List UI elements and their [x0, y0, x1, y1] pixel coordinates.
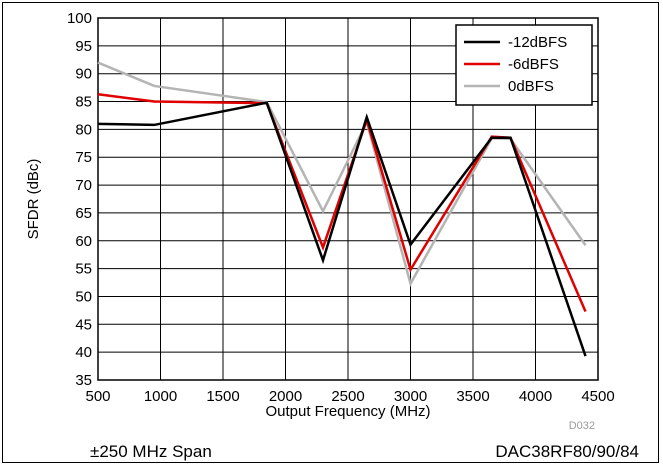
y-tick-label: 70: [75, 177, 92, 194]
y-tick-label: 65: [75, 205, 92, 222]
y-tick-label: 80: [75, 121, 92, 138]
x-tick-label: 1000: [144, 388, 177, 405]
y-tick-label: 40: [75, 344, 92, 361]
y-tick-label: 75: [75, 149, 92, 166]
plot-area: [97, 17, 599, 381]
legend-label: 0dBFS: [508, 78, 554, 95]
legend-label: -12dBFS: [508, 34, 567, 51]
y-tick-label: 90: [75, 66, 92, 83]
x-tick-label: 1500: [206, 388, 239, 405]
figure-frame: [2, 2, 659, 463]
y-tick-label: 55: [75, 261, 92, 278]
x-tick-label: 4000: [519, 388, 552, 405]
x-tick-label: 3000: [394, 388, 427, 405]
legend-label: -6dBFS: [508, 56, 559, 73]
x-tick-label: 2500: [331, 388, 364, 405]
x-tick-label: 2000: [269, 388, 302, 405]
series-layer: [97, 61, 587, 357]
x-tick-label: 500: [85, 388, 110, 405]
y-tick-label: 95: [75, 38, 92, 55]
y-tick-label: 45: [75, 316, 92, 333]
x-tick-label: 4500: [581, 388, 614, 405]
y-tick-label: 50: [75, 288, 92, 305]
x-axis-label: Output Frequency (MHz): [265, 403, 430, 420]
x-tick-label: 3500: [456, 388, 489, 405]
footer-span-label: ±250 MHz Span: [90, 442, 212, 461]
y-tick-label: 100: [67, 10, 92, 27]
figure-code: D032: [569, 420, 595, 432]
x-tick-labels: 500 1000 1500 2000 2500 3000 3500 4000 4500: [85, 388, 614, 405]
y-axis-label: SFDR (dBc): [25, 159, 42, 240]
y-tick-labels: 35 40 45 50 55 60 65 70 75 80 85 90 95 100: [67, 10, 92, 389]
y-tick-label: 60: [75, 233, 92, 250]
series-line-12dbfs: [97, 101, 587, 357]
y-tick-label: 35: [75, 372, 92, 389]
y-tick-label: 85: [75, 94, 92, 111]
footer-part-number: DAC38RF80/90/84: [495, 442, 639, 461]
legend: -12dBFS -6dBFS 0dBFS: [455, 24, 593, 106]
